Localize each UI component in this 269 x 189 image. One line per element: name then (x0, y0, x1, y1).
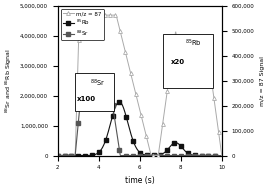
Text: $^{85}$Rb: $^{85}$Rb (185, 37, 201, 49)
Y-axis label: m/z = 87 Signal: m/z = 87 Signal (260, 56, 265, 106)
Y-axis label: $^{88}$Sr and $^{85}$Rb Signal: $^{88}$Sr and $^{85}$Rb Signal (4, 48, 15, 113)
Bar (75, 73, 114, 111)
Text: $^{88}$Sr: $^{88}$Sr (90, 77, 105, 89)
Text: x100: x100 (77, 96, 96, 102)
Bar (163, 34, 213, 88)
Text: x20: x20 (171, 59, 185, 65)
X-axis label: time (s): time (s) (125, 176, 155, 185)
Legend: m/z = 87, $^{85}$Rb, $^{88}$Sr: m/z = 87, $^{85}$Rb, $^{88}$Sr (61, 9, 104, 40)
